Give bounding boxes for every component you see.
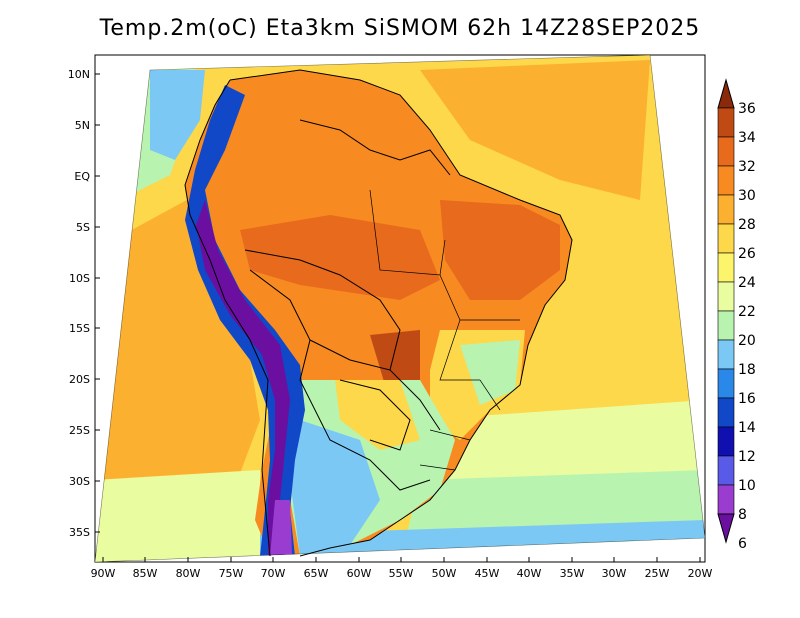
colorbar-segment (717, 484, 735, 515)
lon-tick-label: 55W (389, 567, 414, 580)
colorbar-label: 14 (738, 420, 756, 436)
lat-tick-label: 5S (76, 221, 90, 234)
brazil-border-west (244, 249, 441, 431)
lon-tick-label: 40W (517, 567, 542, 580)
colorbar-segment (717, 107, 735, 138)
hot-core-amazon (240, 215, 440, 300)
lon-tick-label: 65W (304, 567, 329, 580)
lon-tick-label: 45W (475, 567, 500, 580)
coastline (184, 69, 573, 557)
lon-tick-label: 70W (261, 567, 286, 580)
lat-tick-label: 20S (69, 373, 90, 386)
colorbar-label: 18 (738, 362, 756, 378)
colorbar-label: 6 (738, 536, 747, 552)
colorbar-segment (717, 136, 735, 167)
colorbar-label: 28 (738, 217, 756, 233)
hot-core-pantanal (370, 330, 420, 385)
atlantic-warm-north (420, 60, 650, 200)
domain-outline (94, 54, 706, 563)
temperature-field (95, 55, 705, 562)
colorbar-segment (717, 194, 735, 225)
lon-tick-label: 85W (133, 567, 158, 580)
hot-core-ne (440, 200, 560, 300)
brazil-border-north (299, 119, 451, 176)
colorbar-max-arrow (717, 78, 735, 109)
lat-tick-label: 30S (69, 475, 90, 488)
southwest-ocean (95, 470, 260, 562)
border-lines (184, 69, 573, 557)
colorbar-segment (717, 310, 735, 341)
colorbar-segment (717, 426, 735, 457)
bolivia-border (309, 339, 391, 371)
lon-tick-label: 20W (688, 567, 713, 580)
lat-tick-label: 25S (69, 424, 90, 437)
lon-tick-label: 90W (91, 567, 116, 580)
lat-tick-label: 5N (75, 119, 90, 132)
colorbar-label: 30 (738, 188, 756, 204)
lon-tick-label: 80W (176, 567, 201, 580)
andes-coldest (196, 200, 290, 556)
lon-tick-label: 35W (560, 567, 585, 580)
colorbar-label: 26 (738, 246, 756, 262)
brazil-state-lines (369, 189, 520, 471)
colorbar-label: 32 (738, 159, 756, 175)
colorbar-segment (717, 165, 735, 196)
lon-axis: 90W 85W 80W 75W 70W 65W 60W 55W 50W 45W … (91, 557, 713, 580)
pacific-cold-coast (150, 70, 205, 160)
colorbar-segment (717, 455, 735, 486)
lat-tick-label: EQ (74, 170, 90, 183)
lat-tick-label: 15S (69, 322, 90, 335)
map-title: Temp.2m(oC) Eta3km SiSMOM 62h 14Z28SEP20… (99, 16, 701, 41)
colorbar-label: 22 (738, 304, 756, 320)
colorbar-segment (717, 397, 735, 428)
lon-tick-label: 60W (347, 567, 372, 580)
colorbar-segment (717, 339, 735, 370)
lon-tick-label: 30W (602, 567, 627, 580)
chaco-warm (335, 380, 420, 450)
colorbar-label: 36 (738, 101, 756, 117)
lat-tick-label: 35S (69, 526, 90, 539)
lat-tick-label: 10N (68, 68, 90, 81)
colorbar-label: 20 (738, 333, 756, 349)
lon-tick-label: 75W (219, 567, 244, 580)
colorbar-label: 12 (738, 449, 756, 465)
andes-coldest-core (270, 500, 292, 556)
colorbar: 36 34 32 30 28 26 24 22 20 18 16 14 12 10 8 6 (717, 78, 756, 552)
colorbar-segment (717, 368, 735, 399)
colorbar-label: 24 (738, 275, 756, 291)
colorbar-segment (717, 223, 735, 254)
lat-axis: 10N 5N EQ 5S 10S 15S 20S 25S 30S 35S (68, 68, 100, 539)
lat-tick-label: 10S (69, 272, 90, 285)
colorbar-min-arrow (717, 513, 735, 544)
peru-bolivia-border (249, 269, 311, 381)
colorbar-label: 34 (738, 130, 756, 146)
colorbar-segment (717, 281, 735, 312)
colorbar-label: 10 (738, 478, 756, 494)
argentina-border (299, 379, 431, 491)
lon-tick-label: 50W (432, 567, 457, 580)
colorbar-label: 8 (738, 507, 747, 523)
colorbar-label: 16 (738, 391, 756, 407)
colorbar-segment (717, 252, 735, 283)
southeast-cool (460, 340, 520, 405)
paraguay-border (339, 379, 411, 451)
lon-tick-label: 25W (645, 567, 670, 580)
